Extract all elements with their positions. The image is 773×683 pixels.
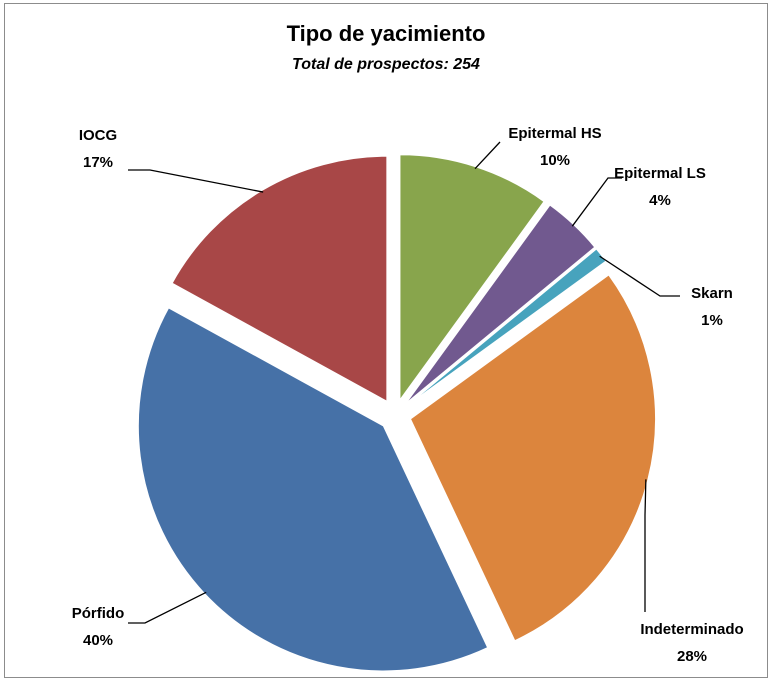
pie-slice <box>399 154 545 402</box>
slice-value-label: 40% <box>83 632 113 649</box>
slice-value-label: 1% <box>701 312 723 329</box>
slice-label: Pórfido <box>72 605 125 622</box>
leader-line <box>571 177 622 227</box>
chart-subtitle: Total de prospectos: 254 <box>292 56 480 73</box>
slice-label: Skarn <box>691 285 733 302</box>
leader-line <box>128 591 207 624</box>
pie-slice <box>171 155 388 403</box>
leader-line <box>644 479 647 612</box>
slice-value-label: 10% <box>540 152 570 169</box>
slice-value-label: 4% <box>649 192 671 209</box>
leader-line <box>128 169 264 193</box>
pie-slice <box>407 248 607 406</box>
leader-line <box>474 141 501 170</box>
chart-title: Tipo de yacimiento <box>287 21 486 46</box>
slice-label: IOCG <box>79 127 117 144</box>
slice-label: Indeterminado <box>640 621 743 638</box>
slice-label: Epitermal HS <box>508 125 601 142</box>
leader-line <box>599 255 680 297</box>
pie-slice <box>409 274 656 642</box>
slice-label: Epitermal LS <box>614 165 706 182</box>
slice-value-label: 28% <box>677 648 707 665</box>
slice-value-label: 17% <box>83 154 113 171</box>
